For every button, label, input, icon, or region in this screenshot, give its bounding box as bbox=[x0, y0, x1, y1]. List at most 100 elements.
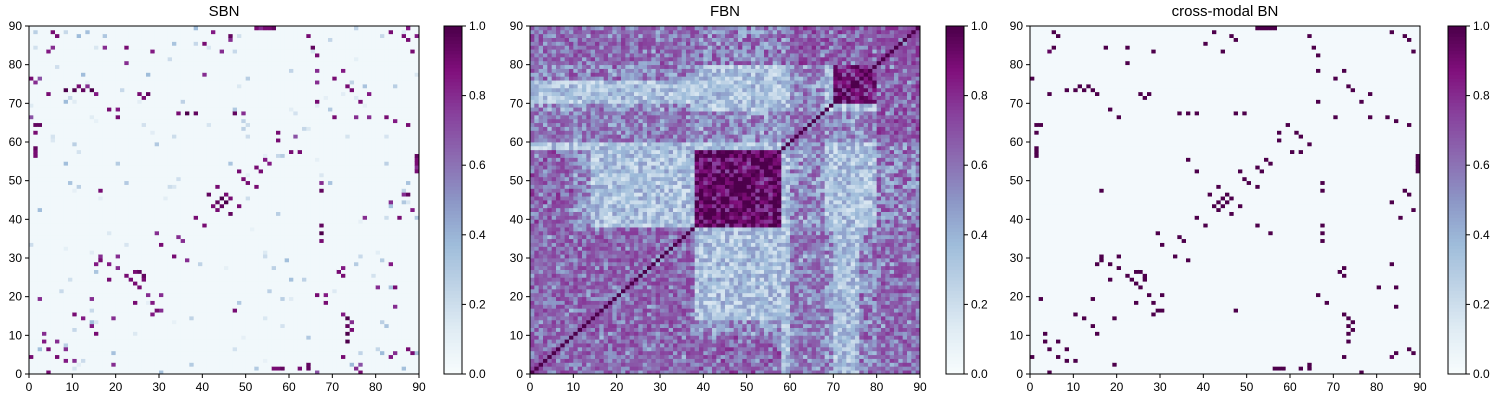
heatmap-cell bbox=[206, 269, 212, 274]
heatmap-cell bbox=[107, 149, 112, 154]
heatmap-cell bbox=[245, 72, 251, 77]
heatmap-cell bbox=[211, 130, 216, 135]
heatmap-cell bbox=[159, 230, 164, 236]
heatmap-cell bbox=[111, 26, 117, 31]
heatmap-cell bbox=[120, 296, 125, 301]
heatmap-cell bbox=[159, 227, 164, 232]
heatmap-cell bbox=[193, 292, 199, 298]
heatmap-cell bbox=[63, 234, 69, 240]
heatmap-cell bbox=[215, 149, 221, 154]
heatmap-cell bbox=[250, 215, 255, 220]
heatmap-cell bbox=[150, 172, 156, 178]
heatmap-cell bbox=[120, 169, 125, 174]
heatmap-cell bbox=[68, 99, 73, 104]
heatmap-cell bbox=[55, 134, 60, 139]
heatmap-cell bbox=[232, 99, 238, 104]
heatmap-cell bbox=[159, 312, 164, 317]
heatmap-cell bbox=[241, 87, 247, 93]
heatmap-cell bbox=[59, 169, 65, 174]
heatmap-cell bbox=[172, 339, 177, 344]
heatmap-cell bbox=[250, 366, 255, 371]
heatmap-cell bbox=[159, 118, 164, 124]
heatmap-cell bbox=[176, 354, 182, 359]
heatmap-cell bbox=[211, 172, 216, 178]
heatmap-cell bbox=[128, 184, 134, 189]
heatmap-cell bbox=[46, 269, 52, 274]
heatmap-cell bbox=[241, 130, 247, 135]
heatmap-cell bbox=[250, 230, 255, 236]
heatmap-cell bbox=[167, 343, 173, 348]
heatmap-cell bbox=[141, 60, 147, 66]
heatmap-cell bbox=[89, 300, 95, 305]
heatmap-cell bbox=[245, 327, 251, 332]
heatmap-cell bbox=[89, 176, 95, 182]
heatmap-cell bbox=[137, 145, 143, 151]
heatmap-cell bbox=[211, 111, 216, 116]
heatmap-cell bbox=[115, 227, 121, 232]
heatmap-cell bbox=[159, 323, 164, 328]
heatmap-cell bbox=[133, 103, 138, 108]
heatmap-cell bbox=[176, 134, 182, 139]
heatmap-cell bbox=[154, 196, 160, 201]
heatmap-cell bbox=[42, 292, 47, 298]
heatmap-cell bbox=[89, 261, 95, 267]
heatmap-cell bbox=[59, 339, 65, 344]
heatmap-cell bbox=[202, 130, 208, 135]
heatmap-cell bbox=[198, 296, 203, 301]
heatmap-cell bbox=[258, 362, 264, 367]
heatmap-cell bbox=[228, 165, 234, 170]
heatmap-cell bbox=[237, 80, 242, 85]
heatmap-cell bbox=[228, 41, 234, 46]
heatmap-cell bbox=[59, 91, 65, 96]
heatmap-cell bbox=[176, 87, 182, 93]
heatmap-cell bbox=[193, 300, 199, 305]
heatmap-cell bbox=[107, 223, 112, 228]
heatmap-cell bbox=[115, 103, 121, 108]
heatmap-cell bbox=[42, 370, 47, 375]
heatmap-cell bbox=[232, 56, 238, 62]
heatmap-cell bbox=[167, 29, 173, 35]
heatmap-cell bbox=[72, 366, 78, 371]
heatmap-cell bbox=[206, 323, 212, 328]
heatmap-cell bbox=[267, 234, 273, 240]
heatmap-cell bbox=[94, 114, 99, 120]
heatmap-cell bbox=[180, 161, 186, 166]
heatmap-cell bbox=[85, 41, 91, 46]
heatmap-cell bbox=[107, 250, 112, 255]
heatmap-cell bbox=[176, 184, 182, 189]
heatmap-cell bbox=[102, 246, 108, 251]
heatmap-cell bbox=[219, 366, 225, 371]
heatmap-cell bbox=[102, 161, 108, 166]
heatmap-cell bbox=[33, 331, 39, 336]
heatmap-cell bbox=[81, 300, 86, 305]
heatmap-cell bbox=[63, 312, 69, 317]
heatmap-cell bbox=[258, 45, 264, 50]
heatmap-cell bbox=[33, 319, 39, 325]
heatmap-cell bbox=[94, 254, 99, 259]
heatmap-cell bbox=[219, 219, 225, 224]
heatmap-cell bbox=[46, 312, 52, 317]
heatmap-cell bbox=[219, 29, 225, 35]
heatmap-cell bbox=[232, 95, 238, 100]
heatmap-cell bbox=[263, 72, 268, 77]
heatmap-cell bbox=[250, 114, 255, 120]
heatmap-cell bbox=[50, 76, 56, 81]
heatmap-cell bbox=[206, 246, 212, 251]
heatmap-cell bbox=[115, 157, 121, 162]
heatmap-cell bbox=[189, 130, 195, 135]
heatmap-cell bbox=[206, 354, 212, 359]
heatmap-cell bbox=[107, 172, 112, 178]
heatmap-cell bbox=[141, 180, 147, 185]
heatmap-cell bbox=[254, 26, 260, 31]
heatmap-cell bbox=[189, 308, 195, 313]
heatmap-cell bbox=[228, 172, 234, 178]
heatmap-cell bbox=[111, 130, 117, 135]
heatmap-cell bbox=[141, 308, 147, 313]
heatmap-cell bbox=[202, 111, 208, 116]
heatmap-cell bbox=[102, 230, 108, 236]
heatmap-cell bbox=[198, 227, 203, 232]
heatmap-cell bbox=[267, 261, 273, 267]
heatmap-cell bbox=[215, 138, 221, 143]
heatmap-cell bbox=[254, 358, 260, 363]
heatmap-cell bbox=[98, 285, 104, 290]
